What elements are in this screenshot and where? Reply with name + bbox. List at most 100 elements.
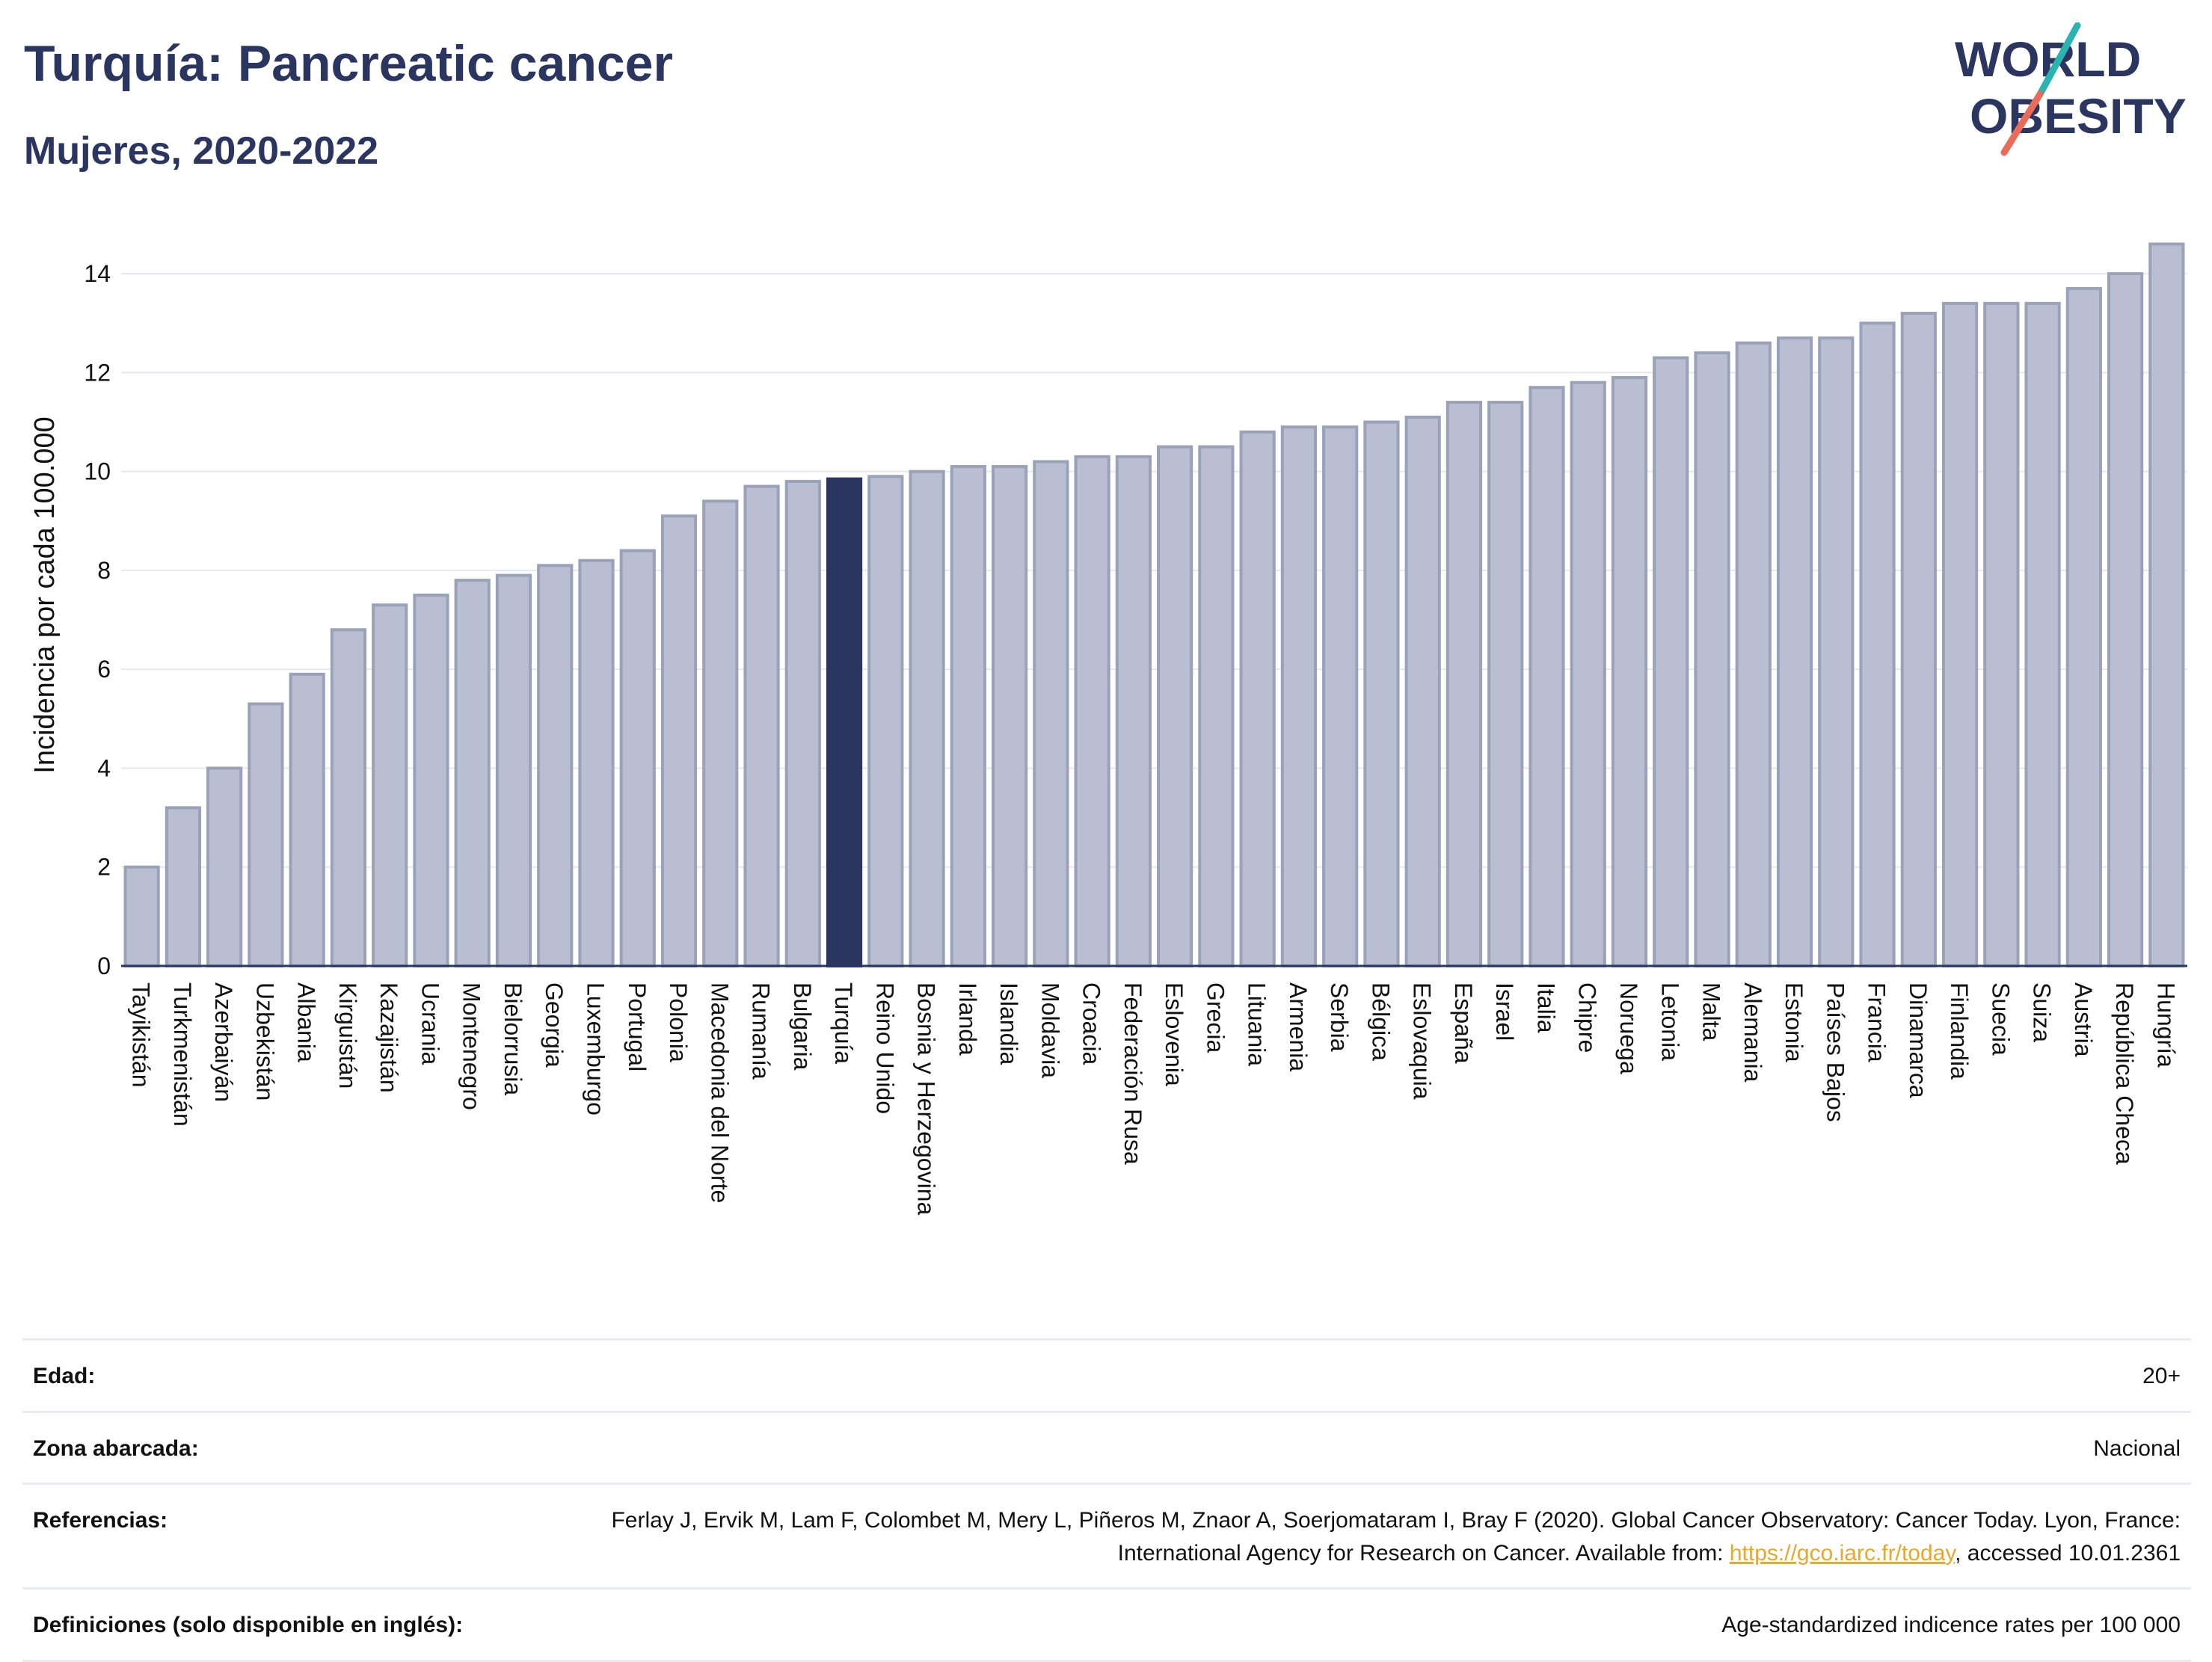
bar [867,475,904,967]
x-tick-label: Noruega [1615,982,1642,1074]
bar [1404,415,1441,967]
x-tick-label: Bosnia y Herzegovina [913,982,940,1215]
x-tick-label: Bélgica [1367,982,1394,1061]
x-tick-label: Serbia [1326,982,1353,1052]
info-table: Edad: 20+ Zona abarcada: Nacional Refere… [22,1338,2191,1662]
bar [248,702,284,967]
bar [950,465,986,967]
bar [330,628,367,967]
bar [619,549,656,967]
bar [1900,312,1937,968]
bar [1983,301,2020,967]
x-tick-label: Turquía [830,982,857,1064]
bar [1653,356,1689,967]
bar [702,499,739,967]
bar [1529,386,1565,967]
x-tick-label: Tayikistán [128,982,155,1088]
bar [1735,341,1772,968]
x-tick-label: Estonia [1781,982,1807,1062]
bar [165,806,201,967]
x-tick-label: Alemania [1739,982,1766,1083]
bar [372,603,408,968]
bar [123,865,160,967]
bar [1941,301,1979,967]
bar [413,594,449,967]
bar [1859,321,1896,967]
x-tick-label: Eslovenia [1161,982,1188,1086]
x-tick-label: República Checa [2111,982,2138,1165]
bar-chart: 0 2 4 6 8 10 12 14 Incidencia por cada 100.000 Ta… [29,242,2187,1215]
x-tick-label: Georgia [541,982,568,1068]
bar [1487,401,1524,967]
bar [454,579,491,967]
age-value: 20+ [2142,1364,2181,1388]
y-tick-label: 6 [97,656,111,683]
bar [2148,242,2185,968]
x-tick-label: Federación Rusa [1119,982,1146,1165]
x-tick-label: Kazajistán [375,982,402,1093]
y-tick-label: 4 [97,754,111,781]
x-tick-label: Turkmenistán [169,982,196,1127]
x-tick-label: Austria [2070,982,2097,1057]
x-tick-label: Bulgaria [789,982,816,1071]
bar [1694,351,1730,967]
x-tick-label: Suecia [1987,982,2014,1056]
x-tick-label: Eslovaquia [1409,982,1436,1100]
x-tick-label: Hungría [2152,982,2179,1068]
y-tick-label: 8 [97,557,111,584]
x-tick-label: Francia [1864,982,1890,1062]
bar [1280,425,1318,967]
info-row-age: Edad: 20+ [22,1339,2191,1412]
bar [495,573,532,967]
definitions-value: Age-standardized indicence rates per 100… [1721,1613,2181,1637]
bar [784,479,821,967]
y-tick-label: 2 [97,854,111,881]
x-tick-label: Grecia [1202,982,1229,1053]
chart-subtitle: Mujeres, 2020-2022 [24,129,379,173]
bar-highlight [826,477,863,967]
bar [206,766,243,967]
x-tick-label: Países Bajos [1822,982,1849,1122]
bar [1570,381,1606,968]
references-link[interactable]: https://gco.iarc.fr/today [1729,1540,1956,1566]
x-tick-label: Luxemburgo [582,982,609,1115]
definitions-label: Definiciones (solo disponible en inglés)… [33,1613,464,1637]
bar [1776,336,1813,967]
bar [1239,430,1276,967]
x-tick-label: Rumanía [748,982,775,1080]
x-tick-label: Uzbekistán [251,982,278,1101]
x-tick-label: Letonia [1656,982,1683,1061]
x-tick-label: Irlanda [954,982,981,1056]
x-tick-label: Montenegro [458,982,485,1110]
x-tick-label: Chipre [1574,982,1601,1053]
x-tick-label: Italia [1532,982,1559,1033]
bar [1115,455,1152,967]
y-tick-label: 0 [97,952,111,979]
bar [743,484,780,967]
info-row-references: Referencias: Ferlay J, Ervik M, Lam F, C… [22,1483,2191,1589]
bar [1363,420,1400,967]
bar [1446,401,1483,967]
bar [537,564,574,967]
references-value: Ferlay J, Ervik M, Lam F, Colombet M, Me… [567,1484,2191,1589]
x-tick-label: Croacia [1078,982,1105,1065]
info-row-definitions: Definiciones (solo disponible en inglés)… [22,1588,2191,1661]
chart-title: Turquía: Pancreatic cancer [24,35,673,92]
bar [578,558,615,967]
bar [660,514,698,967]
y-axis-label: Incidencia por cada 100.000 [29,416,61,773]
x-tick-label: Portugal [624,982,651,1071]
coverage-label: Zona abarcada: [33,1435,199,1461]
y-tick-label: 12 [84,359,111,386]
bar [1074,455,1110,967]
bar [909,470,945,967]
x-tick-label: Macedonia del Norte [706,982,733,1203]
references-label: Referencias: [33,1508,168,1533]
logo-slash-coral [2000,90,2044,156]
bar [1818,336,1855,967]
x-tick-label: Armenia [1285,982,1312,1071]
references-text: Ferlay J, Ervik M, Lam F, Colombet M, Me… [611,1508,2181,1566]
logo-word-obesity: OBESITY [1970,88,2187,144]
references-accessed: , accessed 10.01.2361 [1955,1540,2181,1566]
bar [1322,425,1359,967]
